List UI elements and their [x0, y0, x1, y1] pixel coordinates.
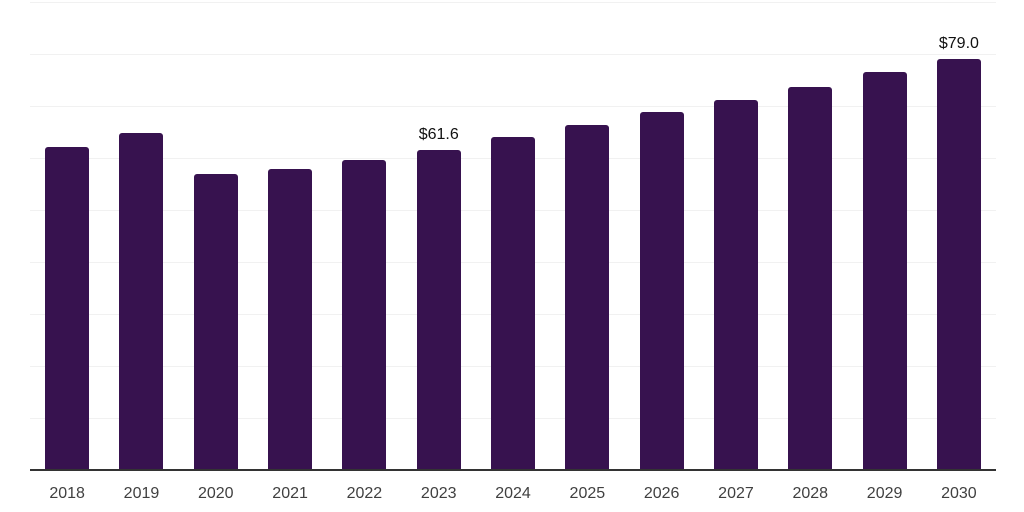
bar-slot-2026: [625, 0, 699, 470]
bar-value-label-2023: $61.6: [418, 125, 459, 143]
x-tick-label-2026: 2026: [643, 485, 680, 502]
bar-slot-2028: [773, 0, 847, 470]
x-axis-baseline: [30, 469, 996, 471]
bar-2028: [788, 86, 833, 470]
x-tick-label-2021: 2021: [272, 485, 308, 502]
bar-2019: [119, 132, 164, 470]
bar-slot-2029: [847, 0, 921, 470]
x-tick-label-2020: 2020: [197, 485, 234, 502]
gridline-90: [30, 2, 996, 3]
bar-slot-2020: [179, 0, 253, 470]
x-tick-label-2030: 2030: [941, 485, 977, 502]
bar-slot-2023: $61.6: [402, 0, 476, 470]
x-tick-label-2029: 2029: [866, 485, 903, 502]
bar-2024: [491, 137, 536, 470]
x-axis-tick-labels: 2018 2019 2020 2021 2022 2023 2024 2025 2026 2027…: [30, 477, 996, 503]
bar-2027: [713, 99, 758, 470]
bar-2025: [565, 125, 610, 470]
x-tick-label-2024: 2024: [495, 485, 531, 502]
bar-slot-2019: [104, 0, 178, 470]
bar-2021: [268, 168, 313, 470]
plot-area: $61.6 $79.0: [30, 0, 996, 471]
bar-2026: [639, 112, 684, 470]
x-tick-label-2028: 2028: [792, 485, 829, 502]
bar-value-label-2030: $79.0: [938, 35, 979, 53]
x-tick-label-2025: 2025: [569, 485, 606, 502]
bar-2029: [862, 72, 907, 470]
x-tick-label-2027: 2027: [718, 485, 754, 502]
bar-slot-2027: [699, 0, 773, 470]
bar-2022: [342, 160, 387, 470]
bar-2020: [193, 173, 238, 470]
bars-container: $61.6 $79.0: [30, 0, 996, 470]
bar-slot-2018: [30, 0, 104, 470]
x-tick-label-2023: 2023: [420, 485, 457, 502]
bar-slot-2024: [476, 0, 550, 470]
bar-slot-2021: [253, 0, 327, 470]
bar-slot-2030: $79.0: [922, 0, 996, 470]
x-tick-label-2022: 2022: [346, 485, 383, 502]
gridline-70: [30, 106, 996, 107]
gridline-80: [30, 54, 996, 55]
bar-2030: [936, 59, 981, 470]
bar-slot-2025: [550, 0, 624, 470]
bar-2018: [45, 147, 90, 470]
bar-slot-2022: [327, 0, 401, 470]
x-tick-label-2019: 2019: [123, 485, 160, 502]
x-tick-label-2018: 2018: [49, 485, 85, 502]
bar-2023: [416, 149, 461, 470]
